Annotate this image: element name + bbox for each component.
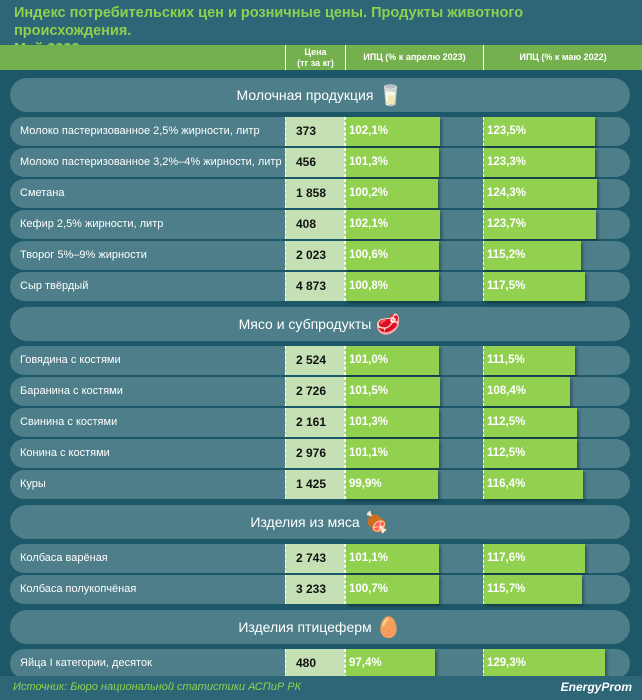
cpi-year-bar: 123,7% — [483, 210, 596, 239]
cpi-year-bar: 112,5% — [483, 408, 577, 437]
cpi-year-bar: 123,3% — [483, 148, 595, 177]
price-cell: 480 — [285, 649, 345, 678]
price-cell: 1 858 — [285, 179, 345, 208]
table-row: Говядина с костями 2 524 101,0% 111,5% — [10, 346, 630, 375]
category-header: Изделия птицеферм 🥚 — [10, 610, 630, 644]
table-row: Творог 5%–9% жирности 2 023 100,6% 115,2… — [10, 241, 630, 270]
cpi-month-bar: 101,0% — [345, 346, 439, 375]
cpi-month-bar: 100,7% — [345, 575, 439, 604]
cpi-year-bar: 124,3% — [483, 179, 597, 208]
category-header: Изделия из мяса 🍖 — [10, 505, 630, 539]
cpi-year-bar: 112,5% — [483, 439, 577, 468]
price-cell: 2 524 — [285, 346, 345, 375]
sausage-icon: 🍖 — [364, 511, 390, 534]
table-row: Молоко пастеризованное 3,2%–4% жирности,… — [10, 148, 630, 177]
category-name: Изделия из мяса — [250, 514, 360, 530]
cpi-year-bar: 123,5% — [483, 117, 596, 146]
table-row: Яйца I категории, десяток 480 97,4% 129,… — [10, 649, 630, 678]
product-name: Конина с костями — [20, 447, 110, 459]
cpi-year-bar: 108,4% — [483, 377, 570, 406]
product-name: Куры — [20, 478, 46, 490]
table-row: Колбаса варёная 2 743 101,1% 117,6% — [10, 544, 630, 573]
table-row: Баранина с костями 2 726 101,5% 108,4% — [10, 377, 630, 406]
title: Индекс потребительских цен и розничные ц… — [0, 0, 642, 57]
meat-icon: 🥩 — [375, 313, 401, 336]
cpi-year-bar: 117,6% — [483, 544, 586, 573]
cpi-year-bar: 129,3% — [483, 649, 605, 678]
price-cell: 2 023 — [285, 241, 345, 270]
price-cell: 1 425 — [285, 470, 345, 499]
price-cell: 3 233 — [285, 575, 345, 604]
product-name: Молоко пастеризованное 3,2%–4% жирности,… — [20, 156, 282, 168]
cpi-year-bar: 117,5% — [483, 272, 586, 301]
cpi-month-bar: 102,1% — [345, 210, 441, 239]
table-row: Сыр твёрдый 4 873 100,8% 117,5% — [10, 272, 630, 301]
table-row: Конина с костями 2 976 101,1% 112,5% — [10, 439, 630, 468]
product-name: Творог 5%–9% жирности — [20, 249, 147, 261]
product-name: Колбаса варёная — [20, 552, 108, 564]
price-cell: 2 161 — [285, 408, 345, 437]
cpi-year-bar: 111,5% — [483, 346, 576, 375]
price-cell: 373 — [285, 117, 345, 146]
cpi-month-bar: 101,1% — [345, 544, 440, 573]
cpi-year-header: ИПЦ (% к маю 2022) — [483, 45, 642, 70]
price-cell: 2 743 — [285, 544, 345, 573]
table-row: Кефир 2,5% жирности, литр 408 102,1% 123… — [10, 210, 630, 239]
price-cell: 408 — [285, 210, 345, 239]
product-name: Баранина с костями — [20, 385, 123, 397]
dairy-icon: 🥛 — [378, 84, 403, 107]
cpi-month-bar: 99,9% — [345, 470, 438, 499]
footer: Источник: Бюро национальной статистики А… — [0, 676, 642, 700]
price-cell: 2 976 — [285, 439, 345, 468]
product-name: Колбаса полукопчёная — [20, 583, 137, 595]
product-name: Сметана — [20, 187, 65, 199]
cpi-year-bar: 115,7% — [483, 575, 583, 604]
source: Источник: Бюро национальной статистики А… — [13, 681, 302, 693]
cpi-month-bar: 101,1% — [345, 439, 440, 468]
cpi-year-bar: 116,4% — [483, 470, 584, 499]
table-row: Свинина с костями 2 161 101,3% 112,5% — [10, 408, 630, 437]
product-name: Молоко пастеризованное 2,5% жирности, ли… — [20, 125, 260, 137]
cpi-month-bar: 102,1% — [345, 117, 441, 146]
cpi-month-bar: 100,2% — [345, 179, 439, 208]
cpi-month-header: ИПЦ (% к апрелю 2023) — [345, 45, 483, 70]
cpi-month-bar: 101,5% — [345, 377, 440, 406]
cpi-month-bar: 101,3% — [345, 408, 440, 437]
category-header: Молочная продукция 🥛 — [10, 78, 630, 112]
product-name: Кефир 2,5% жирности, литр — [20, 218, 164, 230]
category-name: Молочная продукция — [236, 87, 374, 103]
table-row: Сметана 1 858 100,2% 124,3% — [10, 179, 630, 208]
category-header: Мясо и субпродукты 🥩 — [10, 307, 630, 341]
category-name: Изделия птицеферм — [238, 619, 372, 635]
product-name: Сыр твёрдый — [20, 280, 89, 292]
table-row: Молоко пастеризованное 2,5% жирности, ли… — [10, 117, 630, 146]
cpi-month-bar: 101,3% — [345, 148, 440, 177]
table-row: Куры 1 425 99,9% 116,4% — [10, 470, 630, 499]
cpi-month-bar: 100,8% — [345, 272, 439, 301]
eggs-icon: 🥚 — [376, 616, 402, 639]
price-cell: 456 — [285, 148, 345, 177]
cpi-year-bar: 115,2% — [483, 241, 582, 270]
price-header: Цена (тг за кг) — [285, 45, 345, 70]
energyprom-logo: EnergyProm — [560, 680, 632, 694]
cpi-month-bar: 100,6% — [345, 241, 439, 270]
category-name: Мясо и субпродукты — [238, 316, 372, 332]
table-row: Колбаса полукопчёная 3 233 100,7% 115,7% — [10, 575, 630, 604]
price-cell: 4 873 — [285, 272, 345, 301]
product-name: Свинина с костями — [20, 416, 118, 428]
product-name: Говядина с костями — [20, 354, 121, 366]
table-header: Цена (тг за кг) ИПЦ (% к апрелю 2023) ИПЦ… — [0, 45, 642, 70]
cpi-month-bar: 97,4% — [345, 649, 436, 678]
product-name: Яйца I категории, десяток — [20, 657, 152, 669]
price-cell: 2 726 — [285, 377, 345, 406]
